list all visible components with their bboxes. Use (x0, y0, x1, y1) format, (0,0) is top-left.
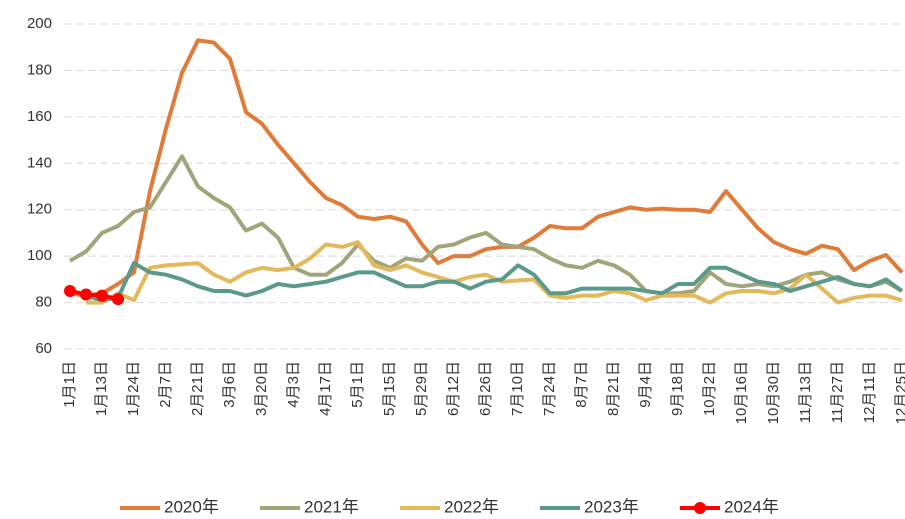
x-tick-label: 12月11日 (861, 361, 878, 423)
y-tick-label: 160 (27, 108, 52, 125)
legend-label: 2024年 (724, 497, 779, 516)
x-tick-label: 2月7日 (157, 361, 174, 408)
x-tick-label: 10月30日 (765, 361, 782, 424)
series-line (85, 261, 904, 303)
legend-label: 2020年 (164, 497, 219, 516)
x-tick-label: 6月12日 (445, 361, 462, 416)
series-line (69, 289, 119, 302)
x-tick-label: 6月26日 (477, 361, 494, 416)
x-tick-label: 5月29日 (413, 361, 430, 416)
y-tick-label: 80 (35, 294, 52, 311)
x-tick-label: 4月17日 (317, 361, 334, 416)
x-tick-label: 7月10日 (509, 361, 526, 416)
legend-item: 2021年 (260, 497, 359, 516)
legend-label: 2021年 (304, 497, 359, 516)
x-tick-label: 11月13日 (797, 361, 814, 423)
x-tick-label: 10月16日 (733, 361, 750, 424)
legend-label: 2023年 (584, 497, 639, 516)
x-tick-label: 4月3日 (285, 361, 302, 408)
x-tick-label: 8月7日 (573, 361, 590, 408)
x-tick-label: 7月24日 (541, 361, 558, 416)
x-tick-label: 1月1日 (61, 361, 78, 408)
y-tick-label: 140 (27, 154, 52, 171)
x-tick-label: 12月25日 (893, 361, 905, 424)
series-line (68, 154, 904, 296)
y-tick-label: 100 (27, 247, 52, 264)
x-tick-label: 3月20日 (253, 361, 270, 416)
x-tick-label: 1月24日 (125, 361, 142, 416)
y-tick-label: 60 (35, 340, 52, 357)
point (80, 288, 92, 301)
legend-item: 2023年 (540, 497, 639, 516)
series-line (86, 240, 903, 305)
point (64, 284, 76, 297)
x-tick-label: 9月4日 (637, 361, 654, 408)
legend-marker (694, 502, 706, 514)
x-tick-label: 5月15日 (381, 361, 398, 416)
y-tick-label: 200 (27, 15, 52, 32)
legend-item: 2020年 (120, 497, 219, 516)
x-tick-label: 1月13日 (93, 361, 110, 416)
x-tick-label: 5月1日 (349, 361, 366, 408)
y-tick-label: 120 (27, 201, 52, 218)
x-tick-label: 11月27日 (829, 361, 846, 423)
x-tick-label: 3月6日 (221, 361, 238, 408)
x-tick-label: 8月21日 (605, 361, 622, 416)
point (96, 289, 108, 302)
y-tick-label: 180 (27, 61, 52, 78)
point (112, 293, 124, 306)
legend-item: 2024年 (680, 497, 779, 516)
legend-label: 2022年 (444, 497, 499, 516)
x-tick-label: 2月21日 (189, 361, 206, 416)
legend-item: 2022年 (400, 497, 499, 516)
series-line (69, 38, 904, 298)
x-tick-label: 10月2日 (701, 361, 718, 416)
x-tick-label: 9月18日 (669, 361, 686, 416)
